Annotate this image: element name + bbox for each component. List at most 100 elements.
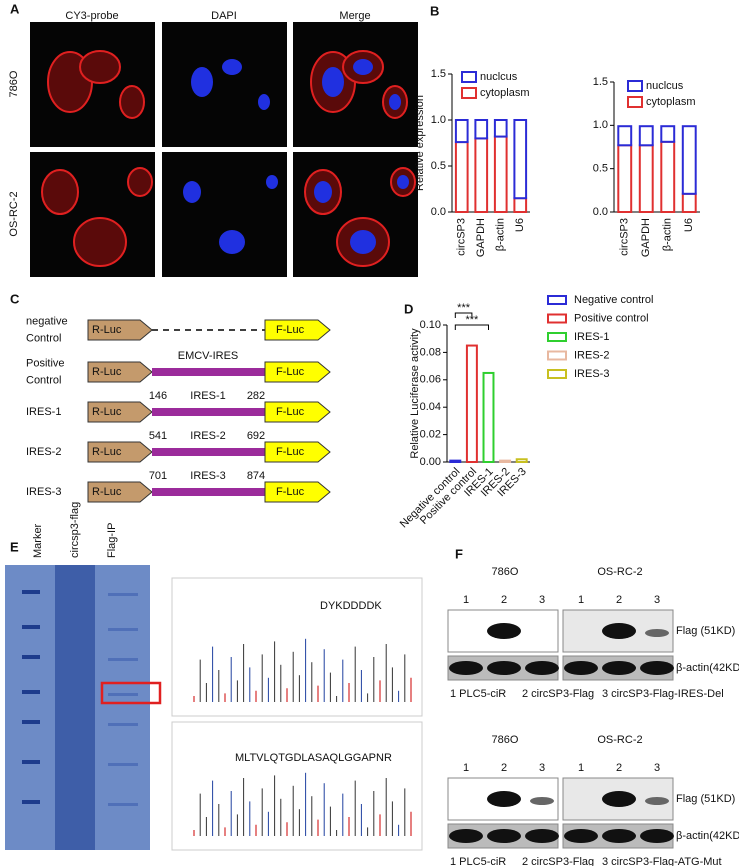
marker-band [22,720,40,724]
bar-segment [617,144,633,213]
insert-label: EMCV-IRES [178,350,239,362]
lane-number: 1 [463,594,469,606]
band [645,629,669,637]
f-luc [264,319,331,341]
bar [465,344,478,463]
lane-label: Marker [32,523,44,558]
spectrum-frame [171,577,423,717]
marker-band [22,690,40,694]
bar-segment [660,140,676,213]
r-luc [87,401,153,423]
construct-name: negative [26,315,68,327]
cell [79,50,121,84]
bar [515,458,528,464]
row-label: OS-RC-2 [8,191,20,236]
legend-swatch [461,87,477,99]
sig-label: *** [457,302,471,314]
x-tick-label: GAPDH [475,218,487,257]
nucleus [191,67,213,97]
band [602,623,636,639]
insert-label: IRES-1 [190,390,225,402]
f-luc [264,361,331,383]
lane-legend: 1 PLC5-ciR [450,688,506,700]
legend-swatch [627,80,643,92]
lane-label: circsp3-flag [69,502,81,558]
lane-number: 1 [463,762,469,774]
lane-legend: 3 circSP3-Flag-ATG-Mut [602,856,722,866]
nucleus [350,230,376,254]
ip-band [108,658,138,661]
bar-segment [474,137,489,213]
column-title: DAPI [211,10,237,22]
legend-swatch [461,71,477,83]
lane-number: 2 [616,594,622,606]
insert-start: 701 [149,470,167,482]
marker-band [22,625,40,629]
insert-end: 282 [247,390,265,402]
bar-segment [681,192,697,214]
band [530,797,554,805]
bar-segment [513,119,528,200]
y-axis-label: Relative Luciferase activity [409,328,421,459]
y-tick-label: 0.00 [420,456,441,468]
highlight-box [100,681,162,705]
cell [127,167,153,197]
band [525,661,559,675]
panel-label: C [10,291,20,306]
panel-label: D [404,301,413,316]
f-luc-label: F-Luc [276,324,305,336]
panel-label: F [455,546,463,561]
lane-number: 1 [578,762,584,774]
band [640,829,674,843]
legend-label: IRES-2 [574,349,609,361]
bar-segment [493,119,508,138]
lane-number: 1 [578,594,584,606]
legend-label: nuclcus [646,80,684,92]
ires-bar [152,488,265,496]
f-luc-label: F-Luc [276,446,305,458]
legend-label: cytoplasm [480,87,530,99]
ip-band [108,593,138,596]
marker-band [22,655,40,659]
x-tick-label: β-actin [495,218,507,251]
nucleus [222,59,242,75]
nucleus [314,181,332,203]
construct-name: Control [26,332,61,344]
nucleus [219,230,245,254]
r-luc-label: R-Luc [92,406,122,418]
lane-legend: 3 circSP3-Flag-IRES-Del [602,688,724,700]
cell-line: 786O [492,734,519,746]
cell-line: OS-RC-2 [597,566,642,578]
band [449,661,483,675]
gel-lane [55,565,95,850]
band [487,623,521,639]
nucleus [266,175,278,189]
legend-label: IRES-3 [574,368,609,380]
y-axis-label: Relative expression [414,95,426,191]
band [564,661,598,675]
spectrum-frame [171,721,423,851]
bar-segment [681,125,697,195]
lane-number: 3 [654,594,660,606]
band [640,661,674,675]
lane-number: 2 [501,594,507,606]
band-label: Flag (51KD) [676,793,735,805]
r-luc-label: R-Luc [92,366,122,378]
ires-bar [152,408,265,416]
nucleus [353,59,373,75]
r-luc [87,441,153,463]
column-title: Merge [339,10,370,22]
legend-swatch [547,295,567,305]
bar-segment [638,125,654,147]
legend-label: Negative control [574,294,654,306]
band [602,661,636,675]
construct-name: Control [26,374,61,386]
insert-start: 541 [149,430,167,442]
legend-swatch [547,369,567,379]
y-tick-label: 1.5 [593,76,608,88]
ires-bar [152,448,265,456]
construct-name: Positive [26,357,65,369]
legend-label: cytoplasm [646,96,696,108]
construct-name: IRES-1 [26,406,61,418]
